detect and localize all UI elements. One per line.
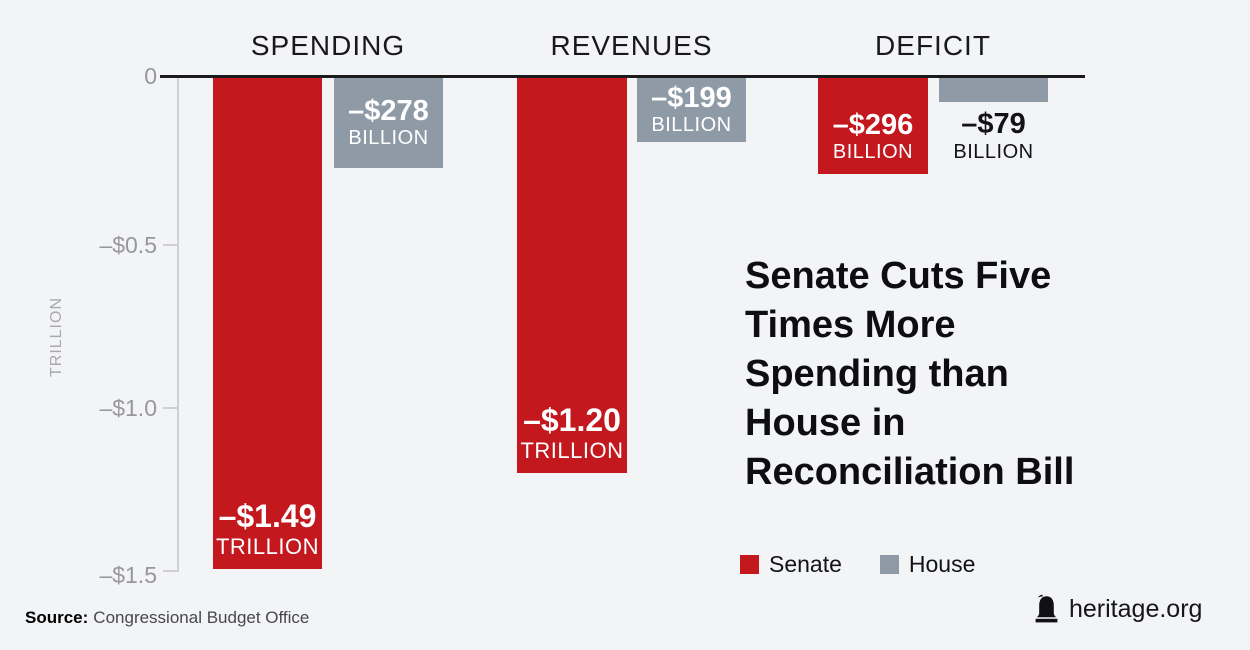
y-axis-tick <box>163 407 178 409</box>
bar-deficit-house-label: –$79 BILLION <box>939 108 1048 165</box>
category-header-spending: SPENDING <box>250 30 406 61</box>
source-prefix: Source: <box>25 608 89 627</box>
bar-unit-label: BILLION <box>832 141 914 163</box>
bar-unit-label: BILLION <box>348 126 429 149</box>
branding-site-text: heritage.org <box>1069 595 1203 623</box>
liberty-bell-icon <box>1033 594 1060 625</box>
legend-label: Senate <box>769 551 842 577</box>
legend-swatch-house <box>879 555 899 574</box>
y-axis-unit-label: TRILLION <box>48 296 65 378</box>
bar-spending-senate: –$1.49 TRILLION <box>213 76 322 569</box>
y-axis-tick <box>163 244 178 246</box>
zero-baseline <box>160 75 1085 78</box>
legend: Senate House <box>740 551 975 578</box>
bar-revenues-house: –$199 BILLION <box>637 76 746 142</box>
legend-label: House <box>908 551 976 577</box>
y-tick-label-1-5: –$1.5 <box>99 562 157 588</box>
bar-value-label: –$1.20 <box>523 402 621 438</box>
bar-deficit-senate: –$296 BILLION <box>818 76 928 174</box>
y-axis-tick <box>163 570 178 572</box>
chart-title-line: House in <box>745 402 906 444</box>
bar-spending-house: –$278 BILLION <box>334 76 443 168</box>
y-tick-label-0: 0 <box>144 63 157 89</box>
source-note: Source: Congressional Budget Office <box>25 608 309 628</box>
bar-unit-label: TRILLION <box>520 438 624 463</box>
y-tick-label-0-5: –$0.5 <box>99 232 157 258</box>
legend-swatch-senate <box>740 555 759 574</box>
chart-title-line: Spending than <box>745 353 1009 395</box>
y-tick-label-1-0: –$1.0 <box>99 395 157 421</box>
bar-revenues-senate: –$1.20 TRILLION <box>517 76 627 473</box>
chart-title: Senate Cuts Five Times More Spending tha… <box>745 252 1100 497</box>
chart-title-line: Reconciliation Bill <box>745 451 1075 493</box>
category-header-revenues: REVENUES <box>550 30 713 61</box>
bar-unit-label: BILLION <box>651 113 732 136</box>
chart-title-line: Times More <box>745 304 956 346</box>
bar-unit-label: BILLION <box>953 141 1034 163</box>
bar-value-label: –$79 <box>961 108 1026 140</box>
bar-deficit-house <box>939 76 1048 102</box>
legend-item-senate: Senate <box>740 551 842 578</box>
bar-value-label: –$278 <box>348 94 429 127</box>
source-text: Congressional Budget Office <box>93 608 310 627</box>
bar-value-label: –$296 <box>832 109 914 141</box>
y-axis-line <box>177 78 179 572</box>
branding: heritage.org <box>1033 594 1202 625</box>
category-header-deficit: DEFICIT <box>875 30 991 61</box>
bar-value-label: –$199 <box>651 81 732 114</box>
bar-unit-label: TRILLION <box>215 534 320 559</box>
chart-title-line: Senate Cuts Five <box>745 255 1052 297</box>
bar-value-label: –$1.49 <box>218 498 317 534</box>
legend-item-house: House <box>879 551 976 578</box>
